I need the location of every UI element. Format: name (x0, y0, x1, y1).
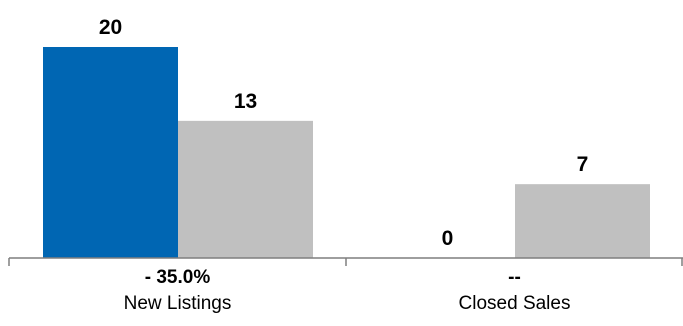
value-label: 13 (234, 90, 257, 113)
x-axis-ticks-group (8, 258, 683, 266)
bar-new-listings-series-1 (43, 47, 178, 258)
category-label: Closed Sales (459, 293, 571, 314)
value-label: 7 (577, 153, 589, 176)
bar-new-listings-series-2 (178, 120, 313, 258)
value-labels-group: 20 13 0 7 (99, 16, 589, 250)
bar-closed-sales-series-2 (515, 184, 650, 258)
value-label: 20 (99, 16, 122, 39)
percent-change-label: -- (508, 267, 521, 288)
value-label: 0 (442, 227, 454, 250)
percent-change-label: - 35.0% (145, 267, 211, 288)
category-label: New Listings (124, 293, 232, 314)
bars-group (43, 47, 650, 258)
category-labels-group: - 35.0% New Listings -- Closed Sales (124, 267, 571, 314)
